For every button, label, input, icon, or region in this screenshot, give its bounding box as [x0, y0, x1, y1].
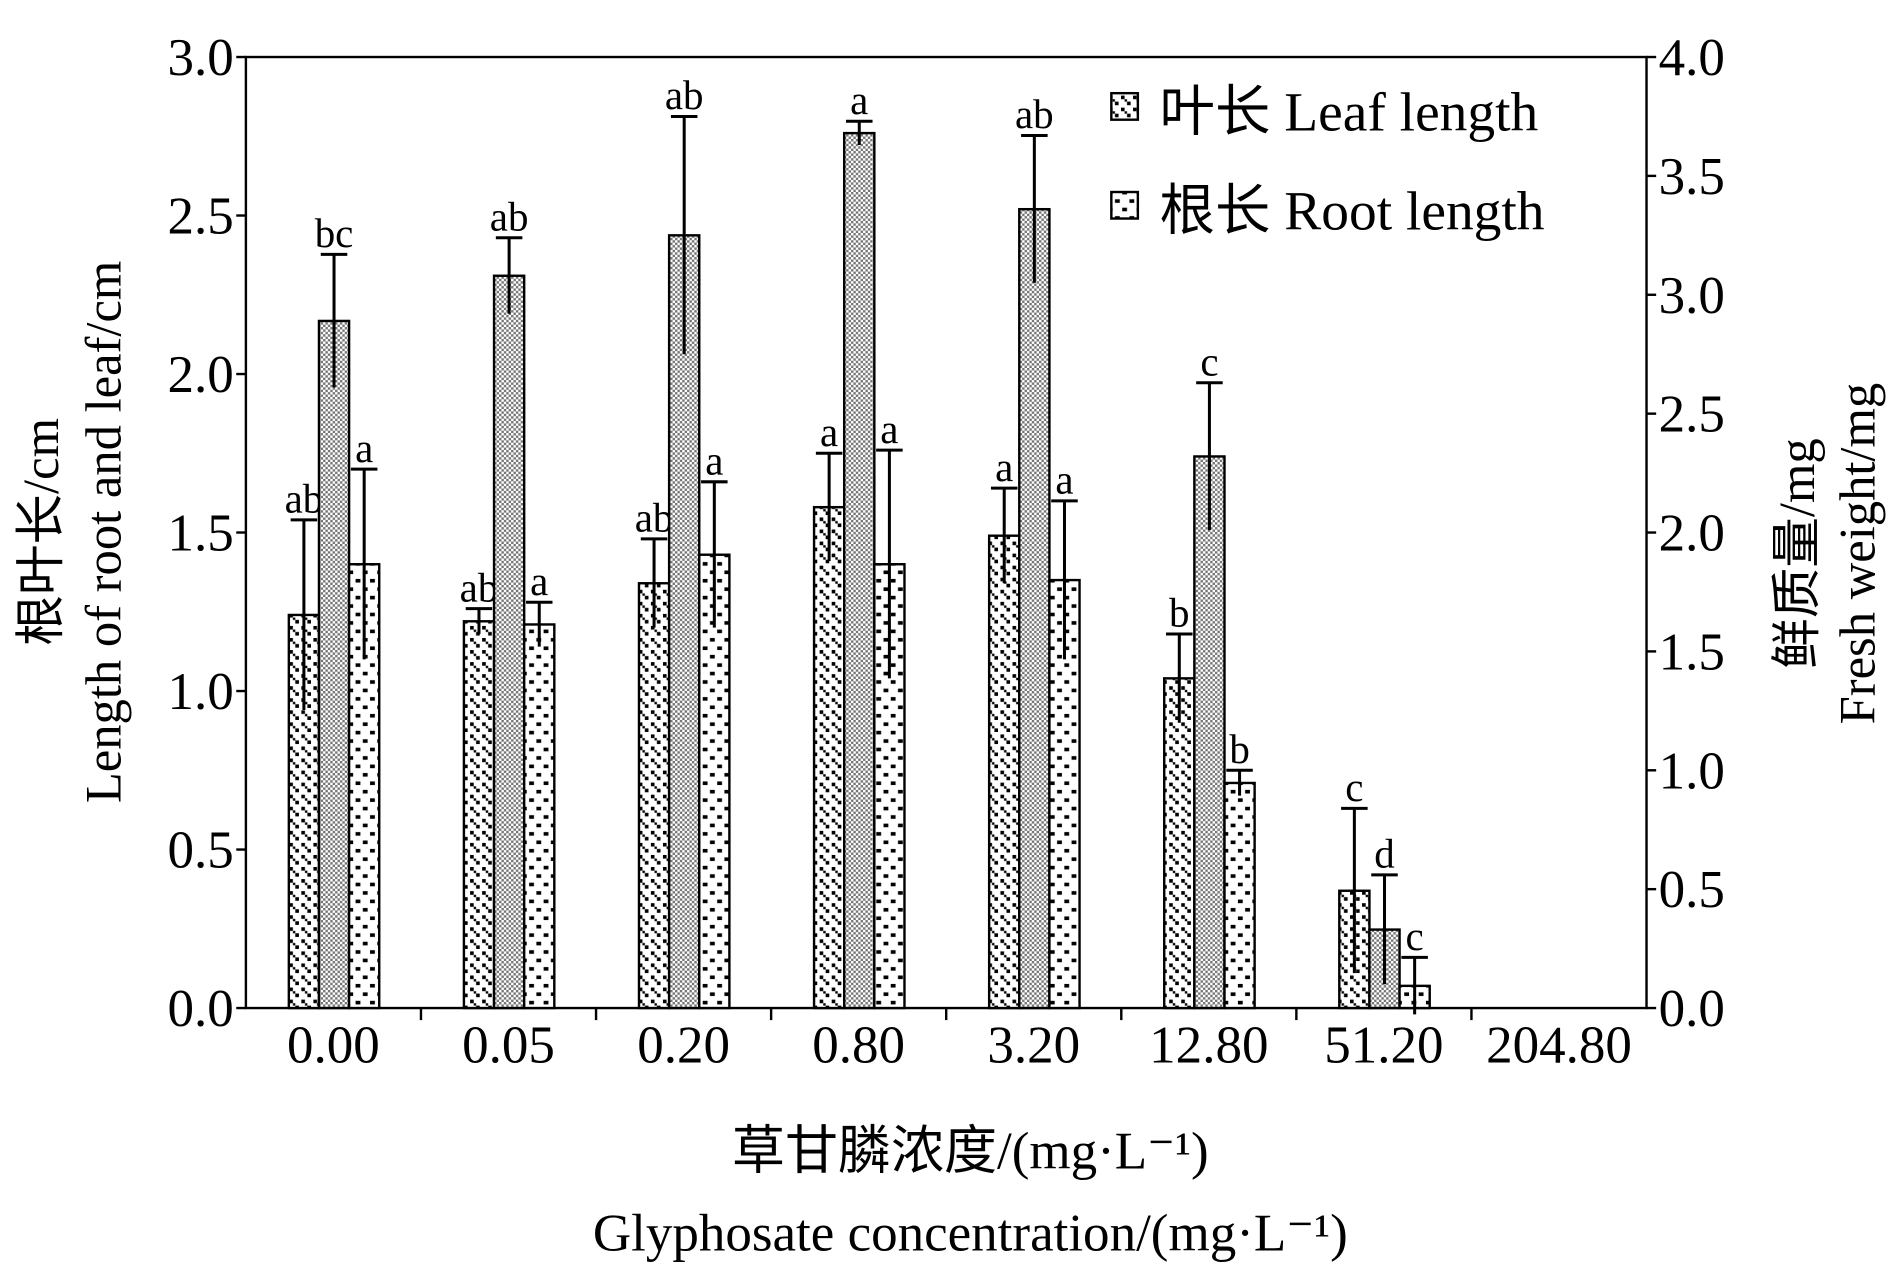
- significance-label: a: [530, 558, 548, 604]
- y2-axis-title: Fresh weight/mg: [1829, 383, 1885, 725]
- y-tick-label: 3.0: [168, 29, 234, 87]
- bar: [842, 131, 876, 1010]
- x-tick-label: 0.20: [637, 1016, 730, 1074]
- significance-label: a: [705, 438, 723, 484]
- y2-tick-label: 3.0: [1659, 267, 1725, 325]
- significance-label: ab: [490, 193, 529, 239]
- significance-label: c: [1345, 764, 1363, 810]
- significance-label: a: [355, 425, 373, 471]
- x-tick-label: 0.80: [812, 1016, 905, 1074]
- legend-swatch: [1110, 91, 1140, 121]
- significance-label: a: [995, 444, 1013, 490]
- bar: [317, 319, 351, 1010]
- y2-tick-label: 4.0: [1659, 29, 1725, 87]
- x-tick-label: 0.00: [287, 1016, 380, 1074]
- significance-label: a: [850, 77, 868, 123]
- y2-tick-label: 3.5: [1659, 148, 1725, 206]
- x-tick-label: 51.20: [1324, 1016, 1443, 1074]
- y2-axis-title: 鲜质量/mg: [1769, 438, 1825, 669]
- bar: [1163, 677, 1196, 1010]
- y-tick-label: 2.0: [168, 346, 234, 404]
- x-tick-label: 3.20: [987, 1016, 1080, 1074]
- bar: [1223, 781, 1256, 1010]
- x-tick-label: 204.80: [1486, 1016, 1632, 1074]
- significance-label: ab: [285, 476, 324, 522]
- bar: [462, 620, 496, 1010]
- significance-label: ab: [1015, 91, 1054, 137]
- y2-tick-label: 1.5: [1659, 623, 1725, 681]
- y2-tick-label: 2.5: [1659, 386, 1725, 444]
- legend-label: 叶长 Leaf length: [1160, 82, 1539, 143]
- legend-label: 根长 Root length: [1160, 180, 1545, 241]
- significance-label: c: [1406, 913, 1424, 959]
- significance-label: ab: [635, 495, 674, 541]
- bar: [1018, 207, 1051, 1010]
- y2-tick-label: 0.0: [1659, 980, 1725, 1038]
- significance-label: a: [820, 409, 838, 455]
- significance-label: a: [1055, 457, 1073, 503]
- y-tick-label: 1.0: [168, 663, 234, 721]
- x-tick-label: 12.80: [1149, 1016, 1268, 1074]
- significance-label: b: [1169, 590, 1189, 636]
- bar: [522, 623, 556, 1010]
- y2-tick-label: 0.5: [1659, 861, 1725, 919]
- legend-swatch: [1110, 190, 1140, 220]
- y2-tick-label: 1.0: [1659, 742, 1725, 800]
- y2-tick-label: 2.0: [1659, 505, 1725, 563]
- significance-label: b: [1229, 726, 1249, 772]
- y-tick-label: 0.5: [168, 822, 234, 880]
- significance-label: bc: [315, 210, 354, 256]
- bar: [987, 534, 1021, 1010]
- bar: [698, 553, 731, 1010]
- y-tick-label: 2.5: [168, 188, 234, 246]
- significance-label: c: [1200, 339, 1218, 385]
- y-tick-label: 1.5: [168, 505, 234, 563]
- x-axis-title: Glyphosate concentration/(mg·L⁻¹): [593, 1204, 1348, 1262]
- bar: [1193, 455, 1226, 1010]
- significance-label: d: [1374, 831, 1394, 877]
- x-tick-label: 0.05: [462, 1016, 555, 1074]
- significance-label: ab: [665, 72, 704, 118]
- x-axis-title: 草甘膦浓度/(mg·L⁻¹): [732, 1122, 1209, 1180]
- bar: [492, 274, 526, 1010]
- bar: [812, 505, 846, 1010]
- y-tick-label: 0.0: [168, 980, 234, 1038]
- significance-label: a: [880, 406, 898, 452]
- significance-label: ab: [460, 564, 499, 610]
- bar: [637, 582, 671, 1010]
- y-axis-title: 根叶长/cm: [13, 418, 69, 646]
- y-axis-title: Length of root and leaf/cm: [76, 261, 132, 803]
